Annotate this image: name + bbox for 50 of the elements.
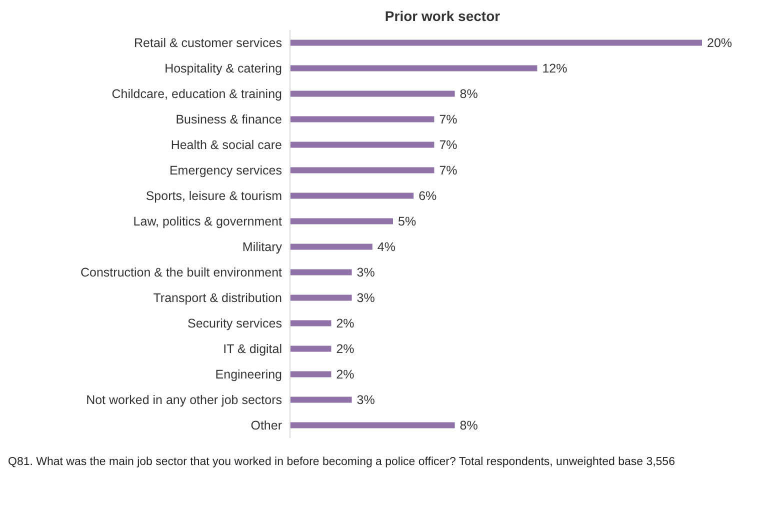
bar — [290, 192, 414, 199]
bar — [290, 142, 434, 148]
data-label: 2% — [336, 368, 354, 382]
data-label: 8% — [460, 418, 478, 433]
data-label: 12% — [542, 62, 568, 76]
y-tick-label: Security services — [188, 316, 282, 331]
bar — [290, 269, 352, 276]
bar — [290, 167, 434, 174]
y-tick-label: Sports, leisure & tourism — [146, 189, 282, 204]
y-tick-label: Construction & the built environment — [80, 266, 283, 280]
y-tick-label: Other — [250, 418, 282, 433]
data-label: 2% — [336, 316, 354, 331]
bar — [290, 218, 393, 224]
bar — [290, 346, 332, 352]
y-tick-label: IT & digital — [223, 342, 282, 356]
y-tick-label: Engineering — [215, 368, 282, 382]
y-tick-label: Hospitality & catering — [164, 62, 282, 76]
y-tick-label: Childcare, education & training — [112, 87, 282, 102]
bar — [290, 294, 352, 301]
y-tick-label: Not worked in any other job sectors — [86, 393, 282, 408]
data-label: 4% — [377, 240, 396, 254]
data-label: 2% — [336, 342, 354, 356]
bar — [290, 422, 455, 428]
y-tick-label: Health & social care — [170, 138, 282, 152]
data-label: 3% — [356, 266, 375, 280]
data-label: 5% — [398, 214, 416, 229]
data-label: 3% — [356, 393, 375, 408]
data-label: 3% — [356, 291, 375, 306]
data-label: 7% — [439, 138, 458, 152]
bar — [290, 320, 332, 326]
bar — [290, 371, 332, 378]
y-tick-label: Retail & customer services — [134, 36, 282, 50]
data-label: 6% — [418, 189, 437, 204]
data-label: 20% — [707, 36, 732, 50]
y-tick-label: Business & finance — [176, 112, 282, 127]
chart-title: Prior work sector — [384, 8, 502, 24]
data-label: 7% — [439, 112, 458, 127]
y-tick-label: Emergency services — [169, 164, 282, 178]
bar — [290, 116, 434, 122]
data-label: 8% — [460, 87, 478, 102]
data-label: 7% — [439, 164, 458, 178]
y-tick-label: Transport & distribution — [153, 291, 282, 306]
bar — [290, 90, 455, 97]
bar — [290, 65, 538, 72]
text: Q81. What was the main job sector that you worked in before becoming a police officer? Total respondents, unweighted base 3,556 — [8, 456, 676, 468]
bar — [290, 396, 352, 403]
bar — [290, 40, 702, 46]
y-tick-label: Military — [242, 240, 283, 254]
bar — [290, 244, 372, 250]
y-tick-label: Law, politics & government — [133, 214, 283, 229]
